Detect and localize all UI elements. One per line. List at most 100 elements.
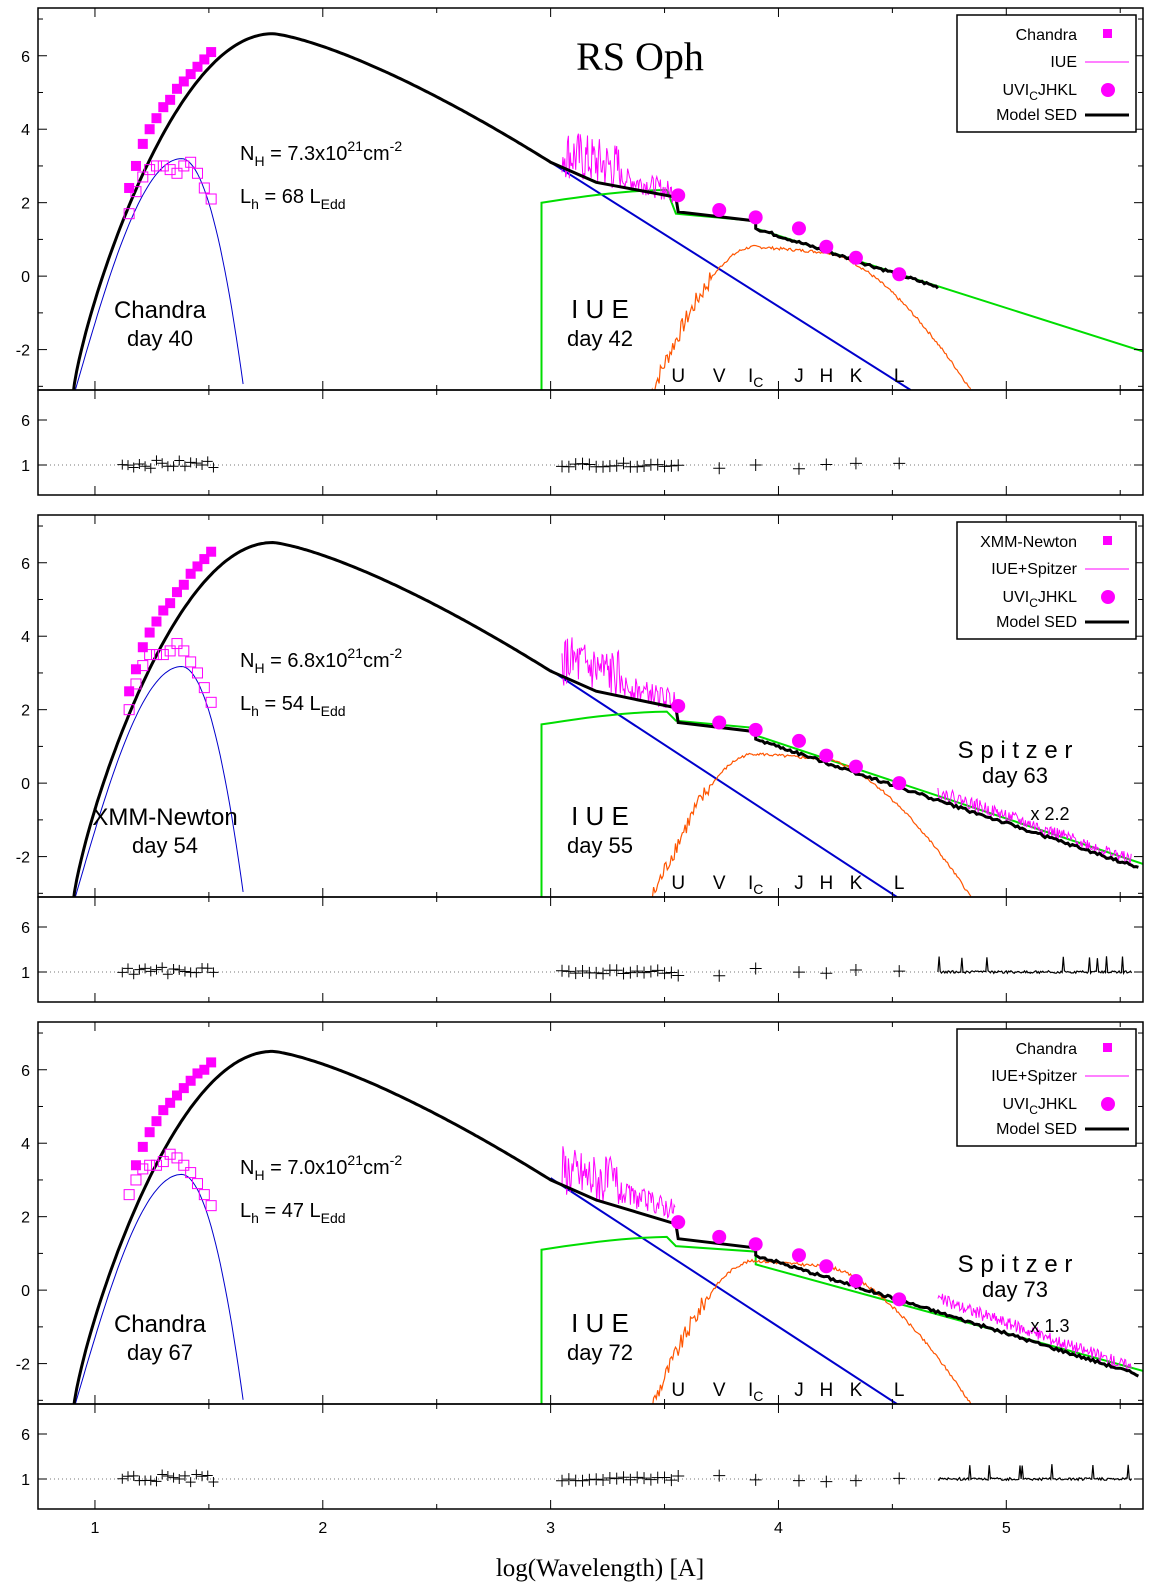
residual-point	[197, 460, 208, 471]
residual-point	[820, 458, 833, 471]
xray-instrument-label: XMM-Newton	[92, 804, 237, 831]
absorbed-xray-point	[130, 1174, 142, 1186]
residual-point	[631, 1471, 644, 1484]
photometry-point	[712, 203, 727, 218]
legend-model-label: Model SED	[996, 107, 1077, 124]
residual-point	[658, 1471, 671, 1484]
photometry-point	[748, 1237, 763, 1252]
spitzer-day-label: day 73	[982, 1277, 1048, 1302]
legend-xray-label: XMM-Newton	[980, 534, 1077, 551]
residual-point	[208, 462, 219, 473]
residual-point	[665, 459, 678, 472]
residual-point	[191, 458, 202, 469]
blackbody-tail-line	[550, 1177, 898, 1404]
plot-area	[72, 1049, 1143, 1404]
legend-photometry-label: UVICJHKL	[1003, 1096, 1078, 1117]
photometry-point	[819, 1259, 834, 1274]
nh-label: NH = 7.0x1021cm-2	[240, 1152, 402, 1183]
red-giant-component-line	[651, 752, 972, 897]
xray-point	[130, 664, 141, 675]
nebular-component-line	[540, 1235, 1143, 1404]
absorbed-xray-point	[150, 1159, 162, 1171]
residual-point	[128, 1470, 139, 1481]
residual-point	[644, 1473, 657, 1486]
absorbed-xray-point	[137, 1163, 149, 1175]
residual-point	[665, 966, 678, 979]
absorbed-xray-point	[205, 1200, 217, 1212]
residual-point	[145, 966, 156, 977]
residual-point	[590, 1473, 603, 1486]
residual-point	[820, 967, 833, 980]
xray-point	[158, 1105, 169, 1116]
absorbed-xray-point	[144, 649, 156, 661]
photometry-point	[748, 210, 763, 225]
legend-photometry-marker	[1101, 590, 1115, 604]
absorbed-xray-point	[150, 649, 162, 661]
band-label: V	[713, 873, 726, 894]
absorbed-xray-point	[164, 645, 176, 657]
band-label: J	[794, 873, 804, 894]
residual-point	[597, 1474, 610, 1487]
xray-point	[158, 605, 169, 616]
figure-title: RS Oph	[576, 34, 704, 79]
residual-y-tick-label: 6	[21, 413, 30, 430]
nh-label: NH = 6.8x1021cm-2	[240, 645, 402, 676]
absorbed-xray-point	[157, 649, 169, 661]
spitzer-residual-line	[937, 1464, 1133, 1482]
residual-point	[168, 963, 179, 974]
residual-point	[617, 967, 630, 980]
red-giant-component-line	[652, 1258, 972, 1404]
iue-day-label: day 55	[567, 833, 633, 858]
iue-spectrum-line	[561, 637, 676, 710]
y-tick-label: 0	[21, 269, 30, 286]
legend-xray-marker	[1103, 1043, 1112, 1052]
photometry-point	[892, 267, 907, 282]
panel-3: -2 0 2 4 6 1 6 1 2 3 4 5 NH = 7.0x1021cm-2 Lh = 47 LE…	[16, 1021, 1144, 1537]
iue-instrument-label: I U E	[571, 801, 629, 831]
residual-point	[665, 1474, 678, 1487]
xray-point	[124, 182, 135, 193]
xray-point	[171, 587, 182, 598]
absorbed-xray-point	[205, 696, 217, 708]
residual-point	[556, 1474, 569, 1487]
band-label: J	[794, 366, 804, 387]
xray-point	[151, 1116, 162, 1127]
legend: XMM-Newton IUE+Spitzer UVICJHKL Model SED	[956, 521, 1137, 640]
residual-point	[202, 963, 213, 974]
residual-point	[849, 964, 862, 977]
xray-point	[137, 1141, 148, 1152]
y-tick-label: 4	[21, 629, 30, 646]
legend-xray-label: Chandra	[1016, 27, 1077, 44]
photometry-point	[671, 188, 686, 203]
photometry-point	[892, 1292, 907, 1307]
photometry-point	[748, 722, 763, 737]
xray-point	[137, 138, 148, 149]
residual-point	[134, 459, 145, 470]
legend: Chandra IUE+Spitzer UVICJHKL Model SED	[956, 1028, 1137, 1147]
y-tick-label: -2	[16, 850, 30, 867]
residual-point	[208, 1476, 219, 1487]
photometry-point	[791, 733, 806, 748]
y-tick-label: 2	[21, 703, 30, 720]
residual-point	[624, 966, 637, 979]
x-axis-label: log(Wavelength) [A]	[496, 1555, 704, 1582]
legend-photometry-marker	[1101, 1097, 1115, 1111]
xray-point	[171, 1090, 182, 1101]
residual-point	[893, 457, 906, 470]
y-tick-label: 6	[21, 49, 30, 66]
legend-xray-label: Chandra	[1016, 1041, 1077, 1058]
residual-point	[117, 1473, 128, 1484]
residual-point	[122, 460, 133, 471]
residual-point	[140, 461, 151, 472]
band-label: J	[794, 1380, 804, 1401]
residual-y-tick-label: 6	[21, 920, 30, 937]
residual-point	[651, 458, 664, 471]
photometry-point	[671, 699, 686, 713]
xray-point	[130, 160, 141, 171]
residual-point	[174, 964, 185, 975]
residual-point	[631, 965, 644, 978]
xray-day-label: day 67	[127, 1340, 193, 1365]
photometry-point	[712, 1229, 727, 1244]
residual-point	[849, 1474, 862, 1487]
